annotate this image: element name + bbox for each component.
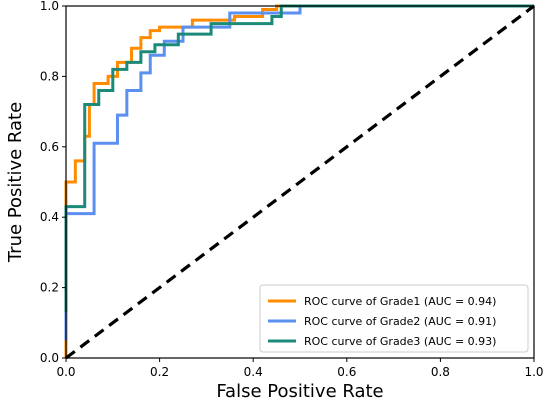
series-lines <box>64 4 535 360</box>
y-tick-label: 1.0 <box>40 0 59 13</box>
x-axis-label: False Positive Rate <box>216 381 383 402</box>
diagonal-reference-line <box>65 4 535 360</box>
series-line-2 <box>64 4 534 341</box>
legend-box <box>259 284 529 353</box>
legend-label-1: ROC curve of Grade1 (AUC = 0.94) <box>304 295 496 308</box>
x-tick-label: 0.6 <box>337 365 356 379</box>
y-tick-label: 0.6 <box>40 140 59 154</box>
y-tick-label: 0.8 <box>40 69 59 83</box>
series-line-3 <box>64 4 534 313</box>
legend-label-3: ROC curve of Grade3 (AUC = 0.93) <box>304 335 496 348</box>
legend-label-2: ROC curve of Grade2 (AUC = 0.91) <box>304 315 496 328</box>
legend: ROC curve of Grade1 (AUC = 0.94) ROC curv… <box>259 284 529 353</box>
y-tick-label: 0.2 <box>40 281 59 295</box>
y-axis-label: True Positive Rate <box>5 102 26 263</box>
x-tick-label: 0.8 <box>431 365 450 379</box>
y-tick-label: 0.4 <box>40 210 59 224</box>
x-tick-label: 0.2 <box>150 365 169 379</box>
x-tick-label: 1.0 <box>524 365 543 379</box>
x-tick-label: 0.0 <box>56 365 75 379</box>
axis-ticks: 0.0 0.2 0.4 0.6 0.8 1.0 0.0 0.2 0.4 0.6 0.8 1.0 <box>40 0 544 379</box>
plot-frame <box>65 5 535 359</box>
x-tick-label: 0.4 <box>244 365 263 379</box>
y-tick-label: 0.0 <box>40 351 59 365</box>
